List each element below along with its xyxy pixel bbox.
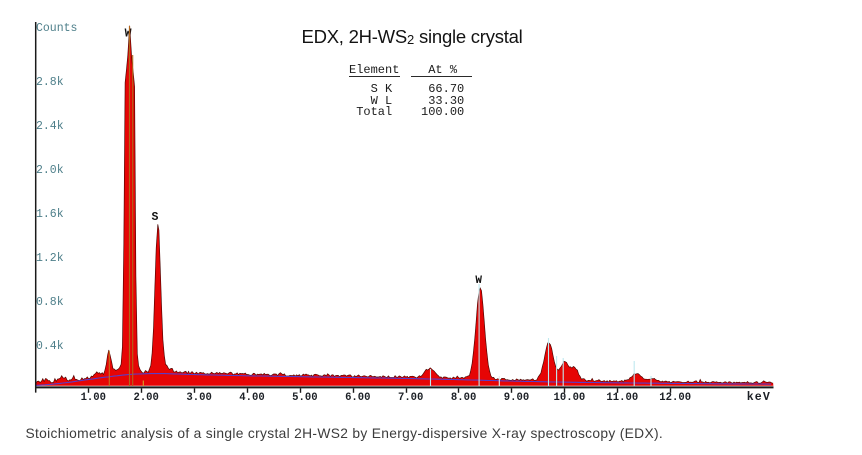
svg-text:Counts: Counts xyxy=(36,22,77,35)
svg-text:W: W xyxy=(125,28,132,41)
svg-text:9.00: 9.00 xyxy=(504,392,529,404)
svg-text:2.4k: 2.4k xyxy=(36,120,64,133)
svg-text:1.2k: 1.2k xyxy=(36,252,64,265)
svg-text:1.6k: 1.6k xyxy=(36,208,64,221)
svg-text:3.00: 3.00 xyxy=(186,392,211,404)
svg-text:7.00: 7.00 xyxy=(398,392,423,404)
svg-text:6.00: 6.00 xyxy=(345,392,370,404)
svg-text:0.4k: 0.4k xyxy=(36,340,64,353)
svg-text:1.00: 1.00 xyxy=(81,392,106,404)
svg-text:S: S xyxy=(152,211,159,224)
svg-text:2.00: 2.00 xyxy=(133,392,158,404)
svg-text:2.0k: 2.0k xyxy=(36,164,64,177)
svg-text:keV: keV xyxy=(747,391,771,404)
svg-text:0.8k: 0.8k xyxy=(36,296,64,309)
svg-text:11.00: 11.00 xyxy=(606,392,638,404)
svg-text:8.00: 8.00 xyxy=(451,392,476,404)
svg-text:5.00: 5.00 xyxy=(292,392,317,404)
svg-text:W: W xyxy=(475,275,482,287)
svg-text:10.00: 10.00 xyxy=(554,392,586,404)
svg-text:4.00: 4.00 xyxy=(239,392,264,404)
svg-text:12.00: 12.00 xyxy=(659,392,691,404)
svg-text:2.8k: 2.8k xyxy=(36,76,64,89)
